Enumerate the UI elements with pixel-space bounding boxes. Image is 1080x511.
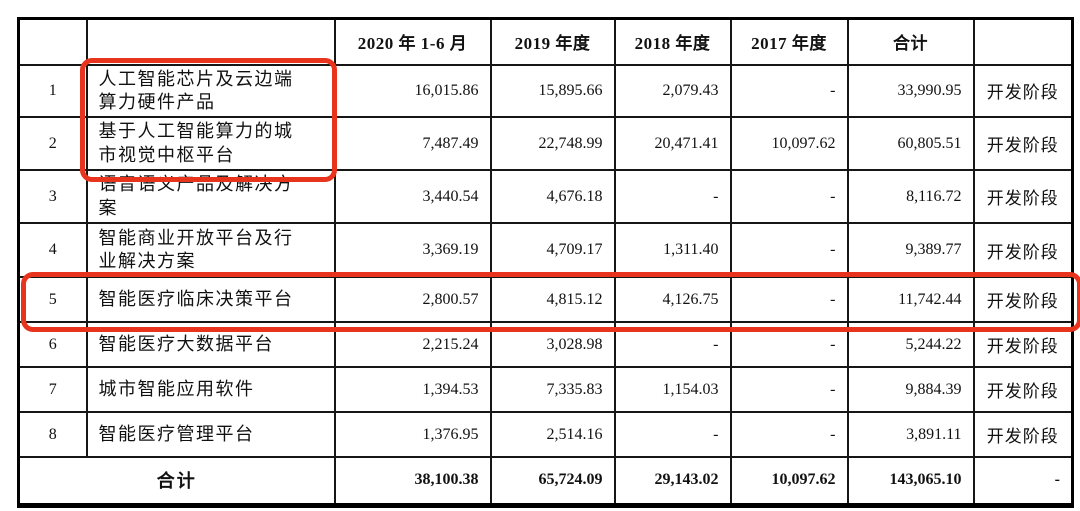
value-2019: 4,676.18 [489, 169, 616, 225]
header-cell-2020: 2020 年 1-6 月 [333, 17, 492, 66]
total-2018: 29,143.02 [613, 456, 732, 507]
row-number: 6 [17, 321, 88, 369]
total-sum: 143,065.10 [846, 456, 975, 507]
project-name: 语音语义产品及解决方 案 [85, 169, 336, 225]
row-number: 3 [17, 169, 88, 225]
value-2019: 15,895.66 [489, 63, 616, 119]
value-total: 3,891.11 [846, 411, 975, 459]
stage-label: 开发阶段 [972, 63, 1074, 119]
project-name: 智能医疗大数据平台 [85, 321, 336, 369]
value-2020: 2,800.57 [333, 276, 492, 324]
total-2019: 65,724.09 [489, 456, 616, 507]
value-2018: 1,154.03 [613, 366, 732, 414]
value-2017: - [729, 222, 849, 279]
project-name: 城市智能应用软件 [85, 366, 336, 414]
value-2020: 1,376.95 [333, 411, 492, 459]
project-name: 人工智能芯片及云边端 算力硬件产品 [85, 63, 336, 119]
total-row: 合计 38,100.38 65,724.09 29,143.02 10,097.… [17, 456, 1074, 507]
header-cell-name [85, 17, 336, 66]
project-name: 智能商业开放平台及行 业解决方案 [85, 222, 336, 279]
value-total: 33,990.95 [846, 63, 975, 119]
table-row-highlighted: 5 智能医疗临床决策平台 2,800.57 4,815.12 4,126.75 … [17, 276, 1074, 324]
header-cell-index [17, 17, 88, 66]
table-row: 2 基于人工智能算力的城 市视觉中枢平台 7,487.49 22,748.99 … [17, 116, 1074, 172]
header-cell-2019: 2019 年度 [489, 17, 616, 66]
value-total: 9,389.77 [846, 222, 975, 279]
value-2017: - [729, 411, 849, 459]
row-number: 4 [17, 222, 88, 279]
row-number: 7 [17, 366, 88, 414]
total-label: 合计 [17, 456, 336, 507]
total-stage: - [972, 456, 1074, 507]
value-total: 5,244.22 [846, 321, 975, 369]
value-2018: - [613, 321, 732, 369]
stage-label: 开发阶段 [972, 276, 1074, 324]
stage-label: 开发阶段 [972, 169, 1074, 225]
table-row: 3 语音语义产品及解决方 案 3,440.54 4,676.18 - - 8,1… [17, 169, 1074, 225]
row-number: 5 [17, 276, 88, 324]
table-row: 1 人工智能芯片及云边端 算力硬件产品 16,015.86 15,895.66 … [17, 63, 1074, 119]
value-2017: - [729, 169, 849, 225]
value-2020: 16,015.86 [333, 63, 492, 119]
value-2019: 4,815.12 [489, 276, 616, 324]
value-2017: - [729, 366, 849, 414]
table-row: 4 智能商业开放平台及行 业解决方案 3,369.19 4,709.17 1,3… [17, 222, 1074, 279]
value-2019: 4,709.17 [489, 222, 616, 279]
total-2020: 38,100.38 [333, 456, 492, 507]
value-2017: - [729, 321, 849, 369]
value-2019: 3,028.98 [489, 321, 616, 369]
value-2019: 7,335.83 [489, 366, 616, 414]
header-cell-2017: 2017 年度 [729, 17, 849, 66]
value-total: 8,116.72 [846, 169, 975, 225]
header-cell-2018: 2018 年度 [613, 17, 732, 66]
value-total: 9,884.39 [846, 366, 975, 414]
header-cell-total: 合计 [846, 17, 975, 66]
value-total: 11,742.44 [846, 276, 975, 324]
value-2018: - [613, 411, 732, 459]
rd-projects-table: 2020 年 1-6 月 2019 年度 2018 年度 2017 年度 合计 … [17, 17, 1074, 508]
value-total: 60,805.51 [846, 116, 975, 172]
value-2020: 3,440.54 [333, 169, 492, 225]
total-2017: 10,097.62 [729, 456, 849, 507]
project-name: 智能医疗临床决策平台 [85, 276, 336, 324]
project-name: 智能医疗管理平台 [85, 411, 336, 459]
value-2019: 2,514.16 [489, 411, 616, 459]
row-number: 8 [17, 411, 88, 459]
row-number: 1 [17, 63, 88, 119]
value-2020: 7,487.49 [333, 116, 492, 172]
value-2018: 2,079.43 [613, 63, 732, 119]
value-2019: 22,748.99 [489, 116, 616, 172]
table-row: 6 智能医疗大数据平台 2,215.24 3,028.98 - - 5,244.… [17, 321, 1074, 369]
value-2018: 1,311.40 [613, 222, 732, 279]
table-row: 7 城市智能应用软件 1,394.53 7,335.83 1,154.03 - … [17, 366, 1074, 414]
value-2020: 3,369.19 [333, 222, 492, 279]
value-2020: 1,394.53 [333, 366, 492, 414]
value-2017: - [729, 276, 849, 324]
header-row: 2020 年 1-6 月 2019 年度 2018 年度 2017 年度 合计 [17, 17, 1074, 66]
stage-label: 开发阶段 [972, 116, 1074, 172]
value-2018: 4,126.75 [613, 276, 732, 324]
stage-label: 开发阶段 [972, 366, 1074, 414]
value-2017: 10,097.62 [729, 116, 849, 172]
stage-label: 开发阶段 [972, 222, 1074, 279]
value-2018: - [613, 169, 732, 225]
project-name: 基于人工智能算力的城 市视觉中枢平台 [85, 116, 336, 172]
stage-label: 开发阶段 [972, 411, 1074, 459]
value-2018: 20,471.41 [613, 116, 732, 172]
header-cell-stage [972, 17, 1074, 66]
row-number: 2 [17, 116, 88, 172]
value-2020: 2,215.24 [333, 321, 492, 369]
table-row: 8 智能医疗管理平台 1,376.95 2,514.16 - - 3,891.1… [17, 411, 1074, 459]
value-2017: - [729, 63, 849, 119]
stage-label: 开发阶段 [972, 321, 1074, 369]
